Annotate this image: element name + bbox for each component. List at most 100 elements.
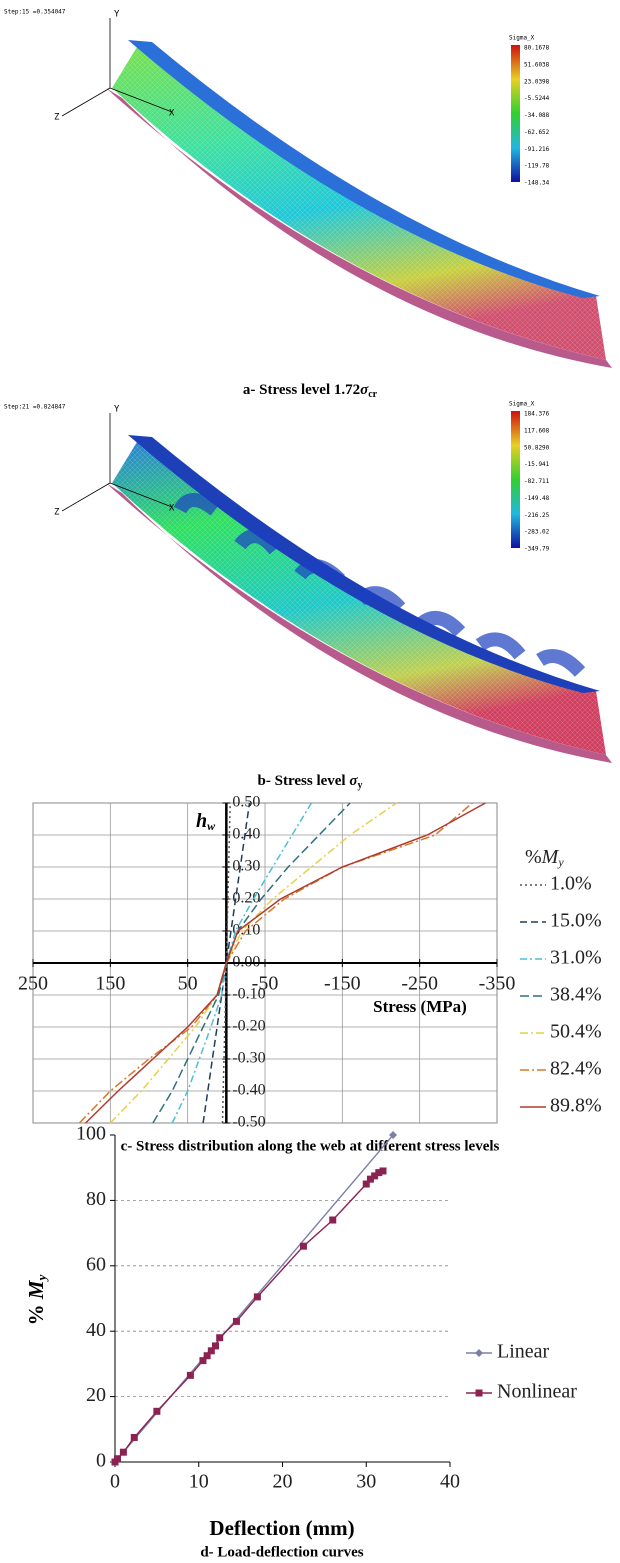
step-label: Step:15 =0.354047 bbox=[4, 9, 66, 16]
legend-label: 89.8% bbox=[550, 1095, 602, 1117]
legend-marker bbox=[475, 1349, 483, 1357]
label-text: % bbox=[24, 1299, 48, 1325]
y-tick-label: 40 bbox=[86, 1319, 106, 1341]
x-tick-label: 250 bbox=[18, 973, 48, 995]
x-tick-label: -250 bbox=[401, 973, 438, 995]
scale-label: -34.088 bbox=[524, 112, 550, 119]
scale-label: 184.376 bbox=[524, 411, 550, 418]
label-subscript: y bbox=[34, 1274, 49, 1282]
legend-title: Sigma_X bbox=[509, 401, 535, 408]
axis-label: Z bbox=[54, 113, 60, 123]
panel-b: Step:21 =0.824847 Y Z X Sigma_X 184.376 1… bbox=[4, 401, 612, 791]
axis-z bbox=[61, 87, 111, 117]
color-scale bbox=[511, 411, 520, 548]
marker bbox=[186, 1371, 194, 1379]
legend-label: 31.0% bbox=[550, 947, 602, 969]
legend-label: 38.4% bbox=[550, 984, 602, 1006]
axis-label: X bbox=[169, 109, 175, 119]
scale-label: 117.608 bbox=[524, 427, 550, 434]
x-tick-label: 40 bbox=[440, 1471, 460, 1493]
caption-text: b- Stress level bbox=[258, 773, 350, 789]
panel-a: Step:15 =0.354047 Y Z X Sigma_X 80.1678 5… bbox=[4, 9, 612, 400]
y-tick-label: 0.50 bbox=[232, 794, 260, 811]
deflection-chart: % My Deflection (mm) d- Load-deflection … bbox=[24, 1123, 577, 1561]
scale-labels: 184.376 117.608 50.8290 -15.941 -82.711 -149.… bbox=[524, 411, 550, 553]
y-axis-label: % My bbox=[24, 1274, 49, 1325]
scale-labels: 80.1678 51.6038 23.0398 -5.5244 -34.088 -62.6… bbox=[524, 45, 550, 187]
marker bbox=[371, 1172, 379, 1180]
y-axis-label: hw bbox=[196, 810, 216, 833]
top-flange bbox=[128, 40, 600, 298]
marker bbox=[199, 1357, 207, 1365]
x-tick-label: 50 bbox=[178, 973, 198, 995]
stress-chart: hw Stress (MPa) %My c- Stress distributi… bbox=[18, 794, 602, 1155]
y-tick-label: -0.10 bbox=[232, 986, 265, 1003]
caption: a- Stress level 1.72σcr bbox=[243, 382, 378, 400]
x-tick-label: -150 bbox=[324, 973, 361, 995]
series-line bbox=[85, 802, 486, 1124]
axis-label: Y bbox=[114, 405, 120, 415]
marker bbox=[212, 1342, 219, 1350]
y-tick-label: 0.20 bbox=[232, 890, 260, 907]
scale-label: -349.79 bbox=[524, 546, 550, 553]
scale-label: 23.0398 bbox=[524, 78, 550, 85]
axis-x bbox=[109, 87, 173, 113]
y-tick-label: -0.20 bbox=[232, 1018, 265, 1035]
marker bbox=[379, 1167, 387, 1175]
label-text: h bbox=[196, 810, 207, 832]
x-tick-label: 10 bbox=[189, 1471, 209, 1493]
scale-label: -5.5244 bbox=[524, 95, 550, 102]
scale-label: 51.6038 bbox=[524, 61, 550, 68]
y-tick-label: 100 bbox=[76, 1123, 106, 1145]
x-axis-label: Deflection (mm) bbox=[209, 1516, 354, 1540]
caption: d- Load-deflection curves bbox=[200, 1544, 363, 1560]
scale-label: -119.78 bbox=[524, 163, 550, 170]
marker bbox=[153, 1407, 161, 1415]
marker bbox=[203, 1352, 211, 1360]
scale-label: -91.216 bbox=[524, 146, 550, 153]
caption-text: a- Stress level 1.72 bbox=[243, 382, 360, 398]
legend-title-symbol: M bbox=[541, 846, 560, 868]
y-tick-label: 20 bbox=[86, 1384, 106, 1406]
marker bbox=[253, 1293, 261, 1301]
scale-label: 80.1678 bbox=[524, 45, 550, 52]
step-label: Step:21 =0.824847 bbox=[4, 404, 66, 411]
caption: b- Stress level σy bbox=[258, 773, 363, 791]
buckles bbox=[173, 493, 586, 677]
legend-label: 82.4% bbox=[550, 1058, 602, 1080]
x-tick-label: -50 bbox=[252, 973, 279, 995]
x-tick-label: 150 bbox=[95, 973, 125, 995]
axis-label: X bbox=[169, 504, 175, 514]
scale-label: -283.02 bbox=[524, 529, 550, 536]
marker bbox=[366, 1175, 374, 1183]
legend-label: 50.4% bbox=[550, 1021, 602, 1043]
y-tick-label: -0.30 bbox=[232, 1050, 265, 1067]
marker bbox=[375, 1169, 383, 1177]
y-tick-label: 0 bbox=[96, 1450, 106, 1472]
color-scale bbox=[511, 45, 520, 182]
legend-label: 15.0% bbox=[550, 910, 602, 932]
y-tick-label: 0.40 bbox=[232, 826, 260, 843]
axis-label: Z bbox=[54, 508, 60, 518]
axis-label: Y bbox=[114, 10, 120, 20]
marker bbox=[362, 1180, 370, 1188]
legend-label: Nonlinear bbox=[497, 1381, 577, 1403]
y-tick-label: -0.40 bbox=[232, 1082, 265, 1099]
marker bbox=[207, 1347, 215, 1355]
legend-label: Linear bbox=[497, 1341, 550, 1363]
marker bbox=[299, 1242, 307, 1250]
top-flange bbox=[128, 435, 600, 693]
series-line bbox=[114, 1170, 384, 1463]
marker bbox=[114, 1455, 122, 1463]
y-tick-label: 0.30 bbox=[232, 858, 260, 875]
caption-subscript: cr bbox=[368, 389, 377, 400]
scale-label: -62.652 bbox=[524, 129, 550, 136]
marker bbox=[216, 1334, 224, 1342]
legend-title-subscript: y bbox=[557, 855, 564, 869]
y-tick-label: -0.50 bbox=[232, 1114, 265, 1131]
scale-label: -82.711 bbox=[524, 478, 550, 485]
marker bbox=[329, 1216, 337, 1224]
legend-title-text: % bbox=[525, 846, 542, 868]
axis-z bbox=[61, 482, 111, 512]
